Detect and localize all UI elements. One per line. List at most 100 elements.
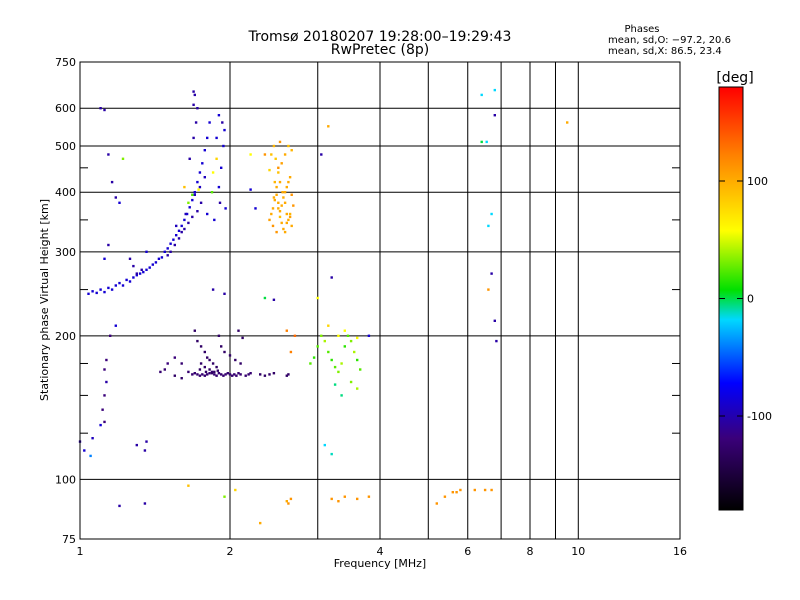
data-point bbox=[283, 153, 287, 156]
data-point bbox=[187, 201, 190, 204]
grid-lines bbox=[80, 62, 680, 539]
data-point bbox=[199, 201, 203, 204]
data-point bbox=[180, 377, 183, 380]
data-point bbox=[356, 336, 359, 340]
data-point bbox=[237, 372, 240, 375]
data-point bbox=[278, 215, 282, 219]
data-point bbox=[107, 153, 110, 156]
data-point bbox=[226, 372, 229, 375]
data-point bbox=[201, 162, 204, 165]
data-point bbox=[203, 374, 206, 377]
phase-block-title: Phases bbox=[624, 24, 659, 35]
data-point bbox=[288, 212, 292, 216]
data-point bbox=[173, 243, 176, 247]
data-point bbox=[273, 198, 276, 202]
data-point bbox=[114, 284, 117, 287]
data-point bbox=[118, 504, 121, 508]
data-point bbox=[272, 144, 276, 148]
data-point bbox=[327, 350, 330, 354]
data-point bbox=[140, 268, 143, 271]
data-point bbox=[278, 180, 282, 184]
data-point bbox=[277, 201, 280, 204]
data-point bbox=[451, 491, 454, 494]
data-point bbox=[172, 238, 175, 241]
data-point bbox=[213, 373, 216, 376]
data-point bbox=[244, 374, 247, 377]
colorbar-tick-label: 0 bbox=[747, 293, 754, 306]
data-point bbox=[199, 362, 203, 365]
data-point bbox=[148, 266, 151, 269]
data-point bbox=[293, 334, 297, 337]
data-point bbox=[206, 136, 209, 140]
data-point bbox=[187, 484, 190, 487]
data-point bbox=[241, 336, 244, 340]
x-tick-label: 16 bbox=[673, 545, 687, 558]
data-point bbox=[166, 362, 169, 365]
data-point bbox=[180, 362, 183, 365]
data-point bbox=[312, 356, 316, 359]
data-point bbox=[101, 408, 104, 411]
data-point bbox=[87, 292, 90, 295]
data-point bbox=[169, 242, 172, 245]
data-point bbox=[223, 350, 226, 354]
data-point bbox=[292, 204, 295, 207]
data-point bbox=[337, 370, 340, 374]
data-point bbox=[215, 136, 218, 140]
data-point bbox=[222, 374, 225, 377]
data-point bbox=[110, 288, 114, 291]
y-tick-label: 500 bbox=[55, 140, 76, 153]
data-point bbox=[274, 157, 277, 160]
data-point bbox=[272, 298, 276, 301]
data-point bbox=[282, 196, 285, 199]
x-tick-label: 10 bbox=[571, 545, 585, 558]
data-point bbox=[359, 368, 362, 371]
data-point bbox=[249, 188, 252, 191]
data-point bbox=[208, 121, 211, 124]
data-point bbox=[263, 153, 267, 156]
data-point bbox=[103, 257, 106, 260]
data-point bbox=[270, 212, 273, 216]
data-point bbox=[287, 144, 290, 148]
data-point bbox=[208, 358, 211, 362]
data-point bbox=[151, 263, 154, 266]
x-tick-label: 8 bbox=[527, 545, 534, 558]
data-point bbox=[188, 157, 191, 160]
data-point bbox=[157, 257, 161, 260]
data-point bbox=[223, 495, 226, 498]
data-point bbox=[280, 204, 283, 207]
data-point bbox=[272, 372, 276, 375]
data-point bbox=[316, 296, 319, 300]
data-point bbox=[480, 140, 483, 144]
data-point bbox=[169, 250, 172, 253]
data-point bbox=[495, 339, 498, 343]
data-point bbox=[223, 128, 226, 132]
data-point bbox=[340, 362, 343, 365]
data-point bbox=[121, 157, 125, 160]
data-point bbox=[192, 90, 195, 93]
data-point bbox=[210, 370, 214, 374]
data-point bbox=[333, 365, 337, 369]
data-point bbox=[91, 437, 94, 440]
data-point bbox=[135, 274, 138, 277]
data-point bbox=[353, 350, 356, 354]
data-point bbox=[206, 356, 209, 359]
data-point bbox=[166, 254, 169, 257]
data-point bbox=[271, 224, 275, 228]
data-point bbox=[114, 324, 117, 327]
data-point bbox=[203, 350, 206, 354]
data-point bbox=[118, 201, 121, 204]
data-point bbox=[107, 286, 110, 290]
data-point bbox=[259, 373, 262, 376]
data-point bbox=[193, 93, 196, 97]
data-point bbox=[222, 144, 225, 148]
data-point bbox=[121, 284, 125, 287]
data-point bbox=[163, 250, 166, 253]
phase-block-line-x: mean, sd,X: 86.5, 23.4 bbox=[608, 46, 722, 57]
data-point bbox=[198, 374, 202, 377]
data-point bbox=[166, 247, 169, 250]
data-point bbox=[159, 370, 162, 374]
data-point bbox=[210, 372, 214, 375]
data-point bbox=[203, 365, 206, 369]
data-point bbox=[320, 334, 323, 337]
data-point bbox=[285, 329, 288, 332]
